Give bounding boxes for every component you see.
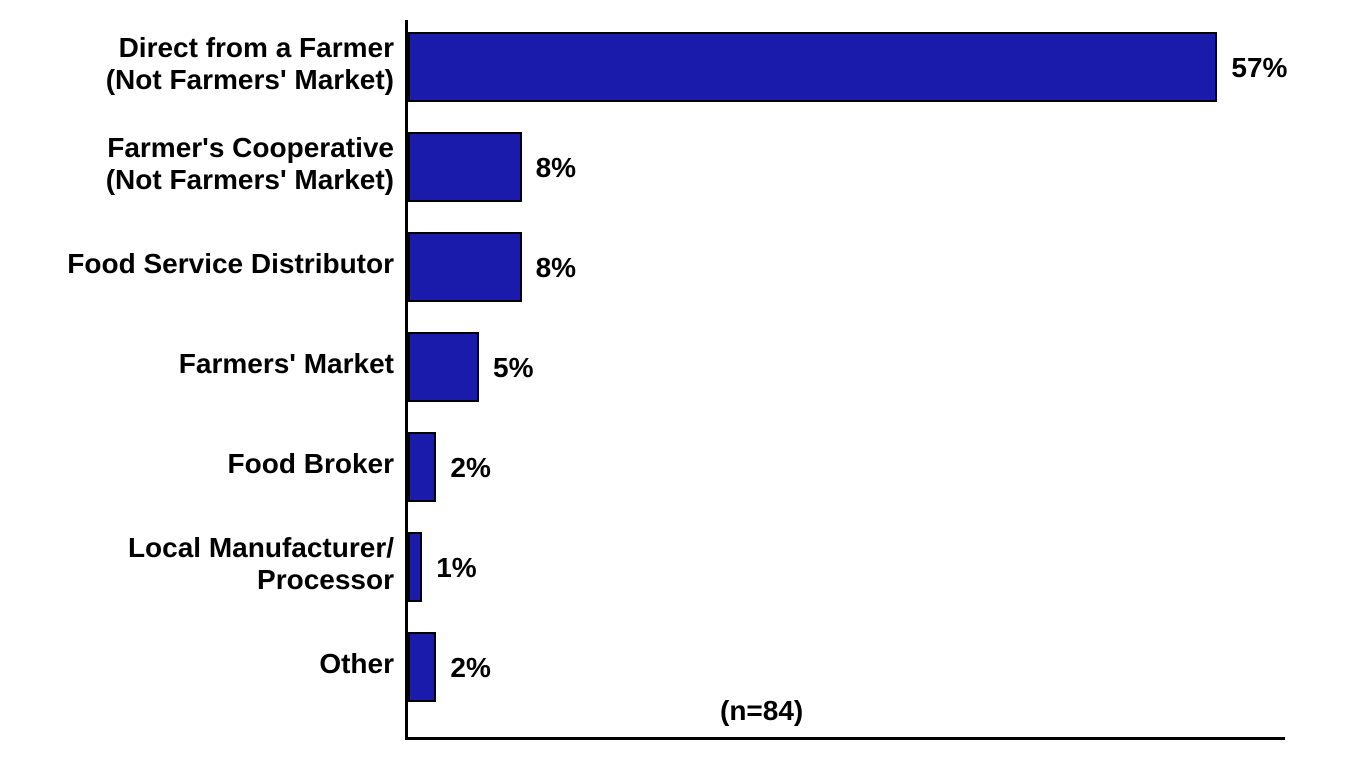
category-label: Farmers' Market bbox=[179, 348, 394, 380]
category-label: Other bbox=[319, 648, 394, 680]
value-label: 5% bbox=[493, 352, 533, 384]
chart-container: Direct from a Farmer (Not Farmers' Marke… bbox=[0, 0, 1366, 767]
bar bbox=[408, 232, 522, 302]
footnote: (n=84) bbox=[720, 695, 803, 727]
category-label: Food Service Distributor bbox=[67, 248, 394, 280]
bar bbox=[408, 632, 436, 702]
value-label: 1% bbox=[436, 552, 476, 584]
value-label: 2% bbox=[450, 452, 490, 484]
bar bbox=[408, 332, 479, 402]
value-label: 8% bbox=[536, 152, 576, 184]
value-label: 8% bbox=[536, 252, 576, 284]
category-label: Local Manufacturer/ Processor bbox=[128, 532, 394, 596]
bar bbox=[408, 432, 436, 502]
bar bbox=[408, 32, 1217, 102]
plot-area bbox=[405, 20, 1285, 740]
category-label: Farmer's Cooperative (Not Farmers' Marke… bbox=[106, 132, 394, 196]
category-label: Food Broker bbox=[228, 448, 394, 480]
value-label: 2% bbox=[450, 652, 490, 684]
bar bbox=[408, 132, 522, 202]
bar bbox=[408, 532, 422, 602]
category-label: Direct from a Farmer (Not Farmers' Marke… bbox=[106, 32, 394, 96]
value-label: 57% bbox=[1231, 52, 1287, 84]
